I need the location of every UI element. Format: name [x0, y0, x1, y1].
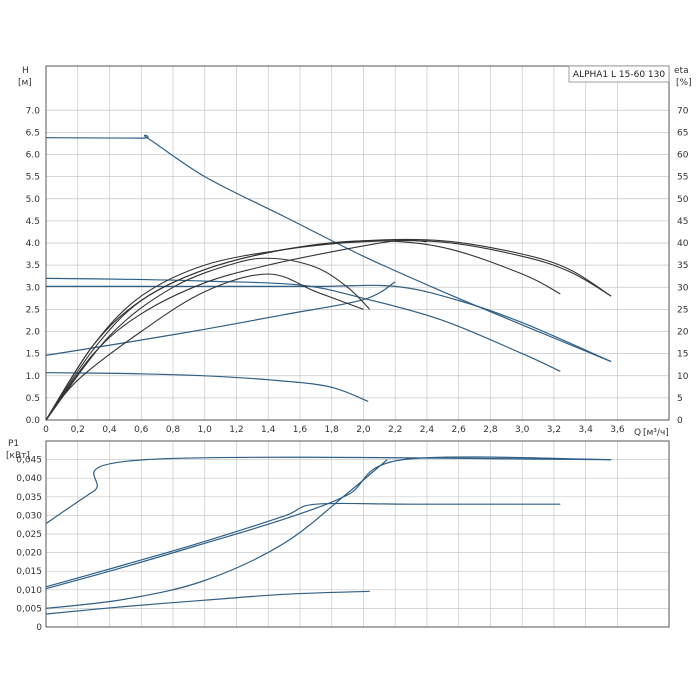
power-plot-frame — [45, 440, 670, 628]
head-curve-2 — [45, 277, 561, 372]
flow-tick-label: 2,8 — [483, 425, 498, 435]
head-plot-frame — [45, 65, 670, 421]
power-tick-label: 0,005 — [16, 604, 42, 614]
efficiency-tick-label: 20 — [677, 328, 689, 338]
power-tick-label: 0,020 — [16, 549, 42, 559]
efficiency-tick-label: 0 — [677, 416, 683, 426]
head-tick-label: 6.0 — [26, 151, 41, 161]
flow-axis-unit: [м³/ч] — [643, 428, 669, 438]
flow-tick-label: 1,8 — [325, 425, 340, 435]
efficiency-axis-ticks: 0 5 10 15 20 25 30 35 40 45 50 55 60 65 70 — [677, 106, 689, 426]
flow-tick-label: 1,4 — [261, 425, 276, 435]
power-tick-label: 0,025 — [16, 530, 42, 540]
head-tick-label: 7.0 — [26, 106, 41, 116]
efficiency-tick-label: 30 — [677, 283, 689, 293]
efficiency-curve-7 — [45, 238, 612, 421]
efficiency-tick-label: 70 — [677, 106, 689, 116]
flow-tick-label: 2,4 — [420, 425, 435, 435]
power-tick-label: 0,015 — [16, 567, 42, 577]
head-tick-label: 3.0 — [26, 283, 41, 293]
head-tick-label: 2.0 — [26, 328, 41, 338]
head-axis-unit: [м] — [18, 78, 32, 88]
head-tick-label: 1.0 — [26, 372, 41, 382]
flow-tick-label: 2,6 — [452, 425, 467, 435]
head-curve-3 — [46, 284, 612, 363]
head-curve-1 — [45, 134, 612, 363]
efficiency-tick-label: 50 — [677, 195, 689, 205]
flow-tick-label: 2,2 — [388, 425, 402, 435]
power-axis-unit: [кВт] — [6, 451, 30, 461]
flow-tick-label: 0,8 — [166, 425, 181, 435]
power-tick-label: 0,010 — [16, 586, 42, 596]
head-grid — [45, 66, 669, 421]
power-panel: 0 0,005 0,010 0,015 0,020 0,025 0,030 0,035 0,04… — [6, 439, 670, 633]
head-axis-ticks: 0.0 0.5 1.0 1.5 2.0 2.5 3.0 3.5 4.0 4.5 5.0 5.5 6.0 6… — [26, 106, 41, 426]
flow-tick-label: 3,2 — [547, 425, 561, 435]
head-curve-4 — [45, 281, 396, 356]
flow-tick-label: 1,2 — [229, 425, 243, 435]
head-axis-label: H — [22, 66, 29, 76]
efficiency-tick-label: 40 — [677, 239, 689, 249]
head-efficiency-panel: 0 0,2 0,4 0,6 0,8 1,0 1,2 1,4 1,6 1,8 2,0 2,2 2,4 2,6… — [18, 65, 692, 438]
flow-tick-label: 0,4 — [102, 425, 117, 435]
efficiency-tick-label: 10 — [677, 372, 689, 382]
efficiency-tick-label: 35 — [677, 261, 688, 271]
head-efficiency-series — [45, 134, 612, 421]
head-tick-label: 0.0 — [26, 416, 41, 426]
flow-tick-label: 1,0 — [198, 425, 213, 435]
power-curve-1 — [45, 456, 612, 525]
head-tick-label: 5.5 — [26, 173, 40, 183]
head-tick-label: 4.0 — [26, 239, 41, 249]
flow-axis-label: Q — [634, 428, 641, 438]
efficiency-curve-11 — [45, 273, 364, 421]
head-tick-label: 4.5 — [26, 217, 40, 227]
efficiency-tick-label: 55 — [677, 173, 688, 183]
power-tick-label: 0,040 — [16, 474, 42, 484]
efficiency-curve-8 — [45, 240, 561, 421]
efficiency-curve-9 — [45, 239, 428, 421]
head-tick-label: 6.5 — [26, 128, 40, 138]
efficiency-tick-label: 5 — [677, 394, 683, 404]
head-curve-5 — [45, 372, 369, 402]
power-curve-4 — [45, 459, 388, 609]
head-tick-label: 2.5 — [26, 305, 40, 315]
efficiency-tick-label: 25 — [677, 305, 688, 315]
efficiency-axis-unit: [%] — [676, 78, 692, 88]
power-curve-2 — [45, 456, 612, 590]
efficiency-tick-label: 60 — [677, 151, 689, 161]
flow-tick-label: 3,4 — [579, 425, 594, 435]
power-tick-label: 0,035 — [16, 493, 42, 503]
power-curve-3 — [45, 502, 561, 588]
efficiency-tick-label: 65 — [677, 128, 688, 138]
efficiency-curve-6 — [45, 239, 612, 421]
head-tick-label: 0.5 — [26, 394, 40, 404]
legend-box — [568, 65, 670, 83]
flow-tick-label: 0 — [43, 425, 49, 435]
efficiency-tick-label: 15 — [677, 350, 688, 360]
efficiency-tick-label: 45 — [677, 217, 688, 227]
head-tick-label: 5.0 — [26, 195, 41, 205]
flow-tick-label: 3,0 — [515, 425, 530, 435]
flow-tick-label: 2,0 — [356, 425, 371, 435]
power-series — [45, 456, 612, 615]
power-tick-label: 0,045 — [16, 456, 42, 466]
efficiency-axis-label: eta — [674, 66, 689, 76]
flow-tick-label: 0,2 — [71, 425, 85, 435]
legend: ALPHA1 L 15-60 130 — [568, 65, 670, 83]
flow-tick-label: 1,6 — [293, 425, 308, 435]
power-curve-5 — [45, 590, 370, 615]
flow-tick-label: 3,6 — [610, 425, 625, 435]
power-axis-label: P1 — [8, 439, 19, 449]
head-tick-label: 1.5 — [26, 350, 40, 360]
efficiency-curve-10 — [45, 257, 371, 421]
power-tick-label: 0,030 — [16, 511, 42, 521]
flow-tick-label: 0,6 — [134, 425, 149, 435]
power-tick-label: 0 — [36, 623, 42, 633]
flow-axis-ticks: 0 0,2 0,4 0,6 0,8 1,0 1,2 1,4 1,6 1,8 2,0 2,2 2,4 2,6… — [43, 425, 625, 435]
power-grid — [45, 441, 669, 628]
legend-text: ALPHA1 L 15-60 130 — [573, 70, 665, 80]
power-axis-ticks: 0 0,005 0,010 0,015 0,020 0,025 0,030 0,035 0,04… — [16, 456, 42, 633]
head-tick-label: 3.5 — [26, 261, 40, 271]
